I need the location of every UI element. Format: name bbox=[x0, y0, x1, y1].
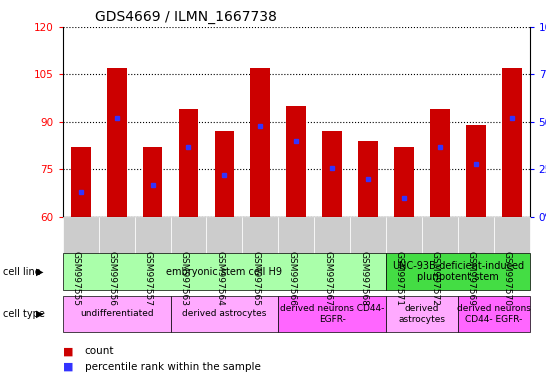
Text: GSM997567: GSM997567 bbox=[323, 251, 332, 306]
Text: GSM997565: GSM997565 bbox=[251, 251, 260, 306]
Bar bbox=[430, 109, 450, 217]
Bar bbox=[107, 68, 127, 217]
Text: undifferentiated: undifferentiated bbox=[80, 310, 153, 318]
Bar bbox=[286, 106, 306, 217]
Bar bbox=[251, 68, 270, 217]
Bar bbox=[322, 131, 342, 217]
Text: cell line: cell line bbox=[3, 266, 40, 277]
Text: GSM997570: GSM997570 bbox=[503, 251, 512, 306]
Text: derived neurons CD44-
EGFR-: derived neurons CD44- EGFR- bbox=[280, 304, 384, 324]
Text: ▶: ▶ bbox=[35, 309, 43, 319]
Text: GSM997571: GSM997571 bbox=[395, 251, 404, 306]
Text: derived neurons
CD44- EGFR-: derived neurons CD44- EGFR- bbox=[457, 304, 531, 324]
Text: ■: ■ bbox=[63, 346, 73, 356]
Text: derived
astrocytes: derived astrocytes bbox=[399, 304, 446, 324]
Text: GSM997572: GSM997572 bbox=[431, 251, 440, 305]
Text: GSM997569: GSM997569 bbox=[467, 251, 476, 306]
Bar bbox=[502, 68, 521, 217]
Text: GSM997568: GSM997568 bbox=[359, 251, 368, 306]
Text: GSM997564: GSM997564 bbox=[215, 251, 224, 305]
Text: GSM997563: GSM997563 bbox=[180, 251, 188, 306]
Text: cell type: cell type bbox=[3, 309, 45, 319]
Text: GSM997556: GSM997556 bbox=[108, 251, 117, 306]
Bar bbox=[466, 125, 485, 217]
Text: embryonic stem cell H9: embryonic stem cell H9 bbox=[167, 266, 282, 277]
Text: count: count bbox=[85, 346, 114, 356]
Text: GDS4669 / ILMN_1667738: GDS4669 / ILMN_1667738 bbox=[96, 10, 277, 25]
Text: GSM997566: GSM997566 bbox=[287, 251, 296, 306]
Text: percentile rank within the sample: percentile rank within the sample bbox=[85, 362, 260, 372]
Text: GSM997557: GSM997557 bbox=[144, 251, 152, 306]
Bar bbox=[358, 141, 378, 217]
Text: ▶: ▶ bbox=[35, 266, 43, 277]
Text: ■: ■ bbox=[63, 362, 73, 372]
Bar bbox=[143, 147, 163, 217]
Text: UNC-93B-deficient-induced
pluripotent stem: UNC-93B-deficient-induced pluripotent st… bbox=[391, 261, 524, 283]
Text: derived astrocytes: derived astrocytes bbox=[182, 310, 266, 318]
Bar bbox=[71, 147, 91, 217]
Bar bbox=[179, 109, 198, 217]
Text: GSM997555: GSM997555 bbox=[72, 251, 81, 306]
Bar bbox=[394, 147, 414, 217]
Bar bbox=[215, 131, 234, 217]
